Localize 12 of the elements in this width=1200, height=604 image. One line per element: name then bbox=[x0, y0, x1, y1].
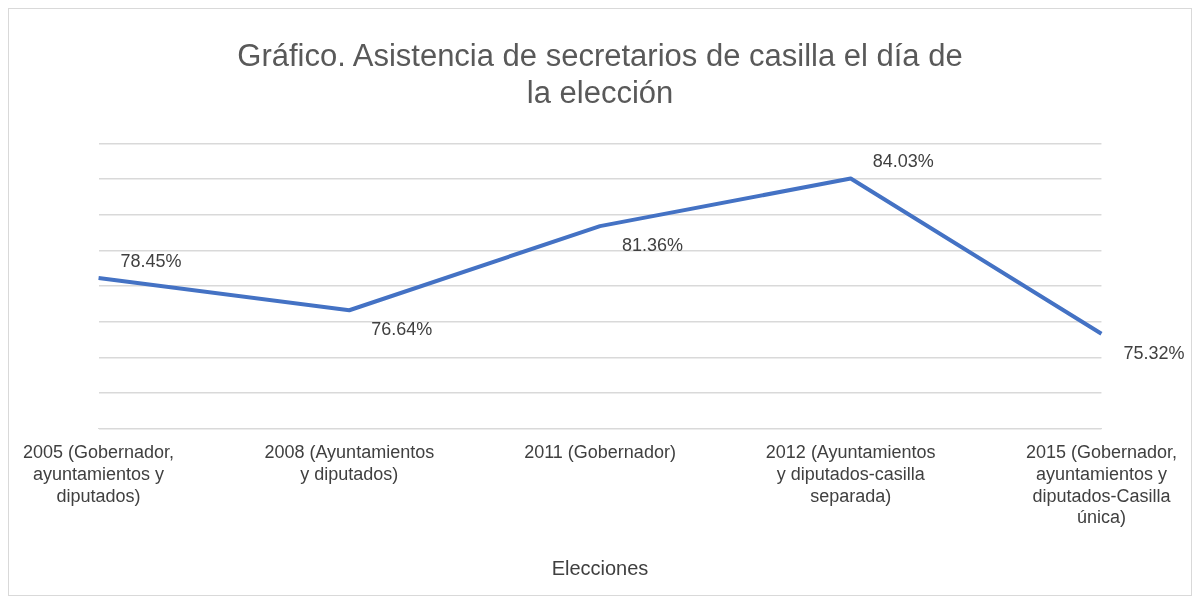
x-tick-label: 2008 (Ayuntamientos y diputados) bbox=[264, 442, 435, 484]
data-label: 78.45% bbox=[120, 250, 182, 271]
x-tick-label: 2011 (Gobernador) bbox=[524, 442, 676, 463]
data-label: 75.32% bbox=[1123, 342, 1185, 363]
data-label: 84.03% bbox=[872, 151, 934, 172]
x-tick-label: 2012 (Ayuntamientos y diputados-casilla separada) bbox=[765, 442, 936, 506]
data-label: 76.64% bbox=[371, 319, 433, 340]
x-tick-label: 2005 (Gobernador, ayuntamientos y diputados) bbox=[22, 442, 175, 506]
x-tick-label: 2015 (Gobernador, ayuntamientos y diputados-Casilla única) bbox=[1025, 442, 1178, 528]
chart-title: Gráfico. Asistencia de secretarios de casilla el día de la elección bbox=[237, 38, 963, 111]
x-axis-title: Elecciones bbox=[551, 556, 649, 579]
data-label: 81.36% bbox=[622, 235, 684, 256]
